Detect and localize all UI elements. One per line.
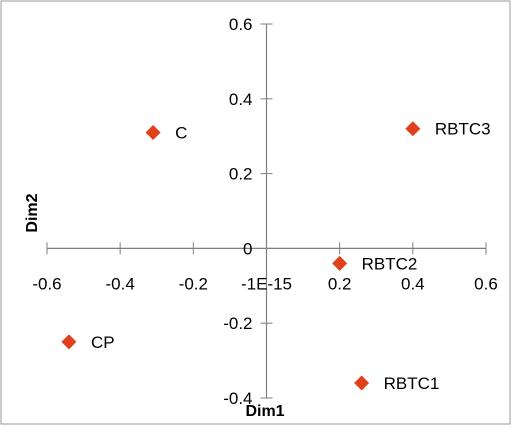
y-tick-label: -0.2 xyxy=(223,314,252,333)
x-tick-label: 0.4 xyxy=(401,274,425,293)
y-tick-label: 0.2 xyxy=(229,165,253,184)
data-label: RBTC2 xyxy=(362,254,418,273)
data-point xyxy=(332,255,348,271)
x-tick-label: 0.6 xyxy=(474,274,498,293)
y-tick-label: 0.6 xyxy=(229,15,253,34)
data-label: CP xyxy=(91,333,115,352)
y-tick-label: 0 xyxy=(243,239,252,258)
data-point xyxy=(354,375,370,391)
x-axis-title: Dim1 xyxy=(245,403,284,420)
data-label: C xyxy=(175,123,187,142)
y-axis-title: Dim2 xyxy=(24,193,41,232)
x-tick-label: -0.4 xyxy=(106,274,135,293)
data-point xyxy=(61,334,77,350)
data-point xyxy=(145,124,161,140)
x-tick-label: -0.2 xyxy=(179,274,208,293)
x-tick-label: 0.2 xyxy=(328,274,352,293)
x-tick-label: -1E-15 xyxy=(241,274,292,293)
data-label: RBTC1 xyxy=(384,374,440,393)
x-tick-label: -0.6 xyxy=(32,274,61,293)
data-points: C RBTC3 RBTC2 CP RBTC1 xyxy=(61,120,491,393)
y-tick-label: 0.4 xyxy=(229,90,253,109)
y-tick-label: -0.4 xyxy=(223,389,252,408)
ticks: -0.6 -0.4 -0.2 -1E-15 0.2 0.4 0.6 -0.4 -0.2 0 0.2 0… xyxy=(32,15,497,408)
data-point xyxy=(405,121,421,137)
data-label: RBTC3 xyxy=(435,120,491,139)
